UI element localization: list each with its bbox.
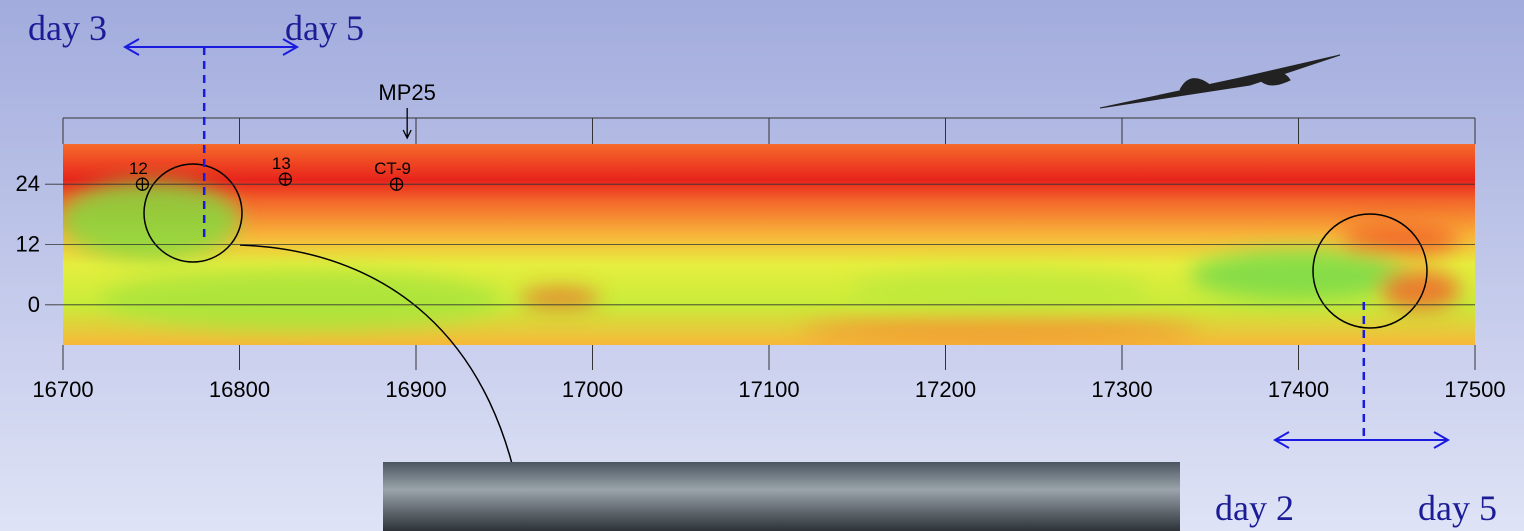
range-end-label: day 5 [1418,488,1497,528]
x-tick-label: 16800 [209,377,270,402]
range-start-label: day 2 [1215,488,1294,528]
range-end-label: day 5 [285,8,364,48]
y-tick-label: 24 [16,171,40,196]
x-tick-label: 17200 [915,377,976,402]
range-arrow [1275,432,1448,448]
x-tick-label: 17100 [738,377,799,402]
x-tick-label: 16900 [385,377,446,402]
x-tick-label: 17500 [1444,377,1505,402]
photo [383,462,1180,531]
slide: 16700 16800 16900 17000 17100 17200 17300 17400… [0,0,1524,531]
x-tick-label: 16700 [32,377,93,402]
x-tick-label: 17400 [1268,377,1329,402]
x-tick-label: 17300 [1091,377,1152,402]
y-tick-label: 0 [28,292,40,317]
range-arrow [125,39,297,55]
page: 16700 16800 16900 17000 17100 17200 17300 17400… [0,0,1524,531]
y-tick-label: 12 [16,232,40,257]
marker-label: CT-9 [374,159,411,178]
top-label: MP25 [378,80,435,105]
x-tick-label: 17000 [562,377,623,402]
boat-sketch [1100,55,1340,108]
top-arrow [403,108,411,138]
range-start-label: day 3 [28,8,107,48]
marker-label: 13 [272,154,291,173]
marker-label: 12 [129,159,148,178]
